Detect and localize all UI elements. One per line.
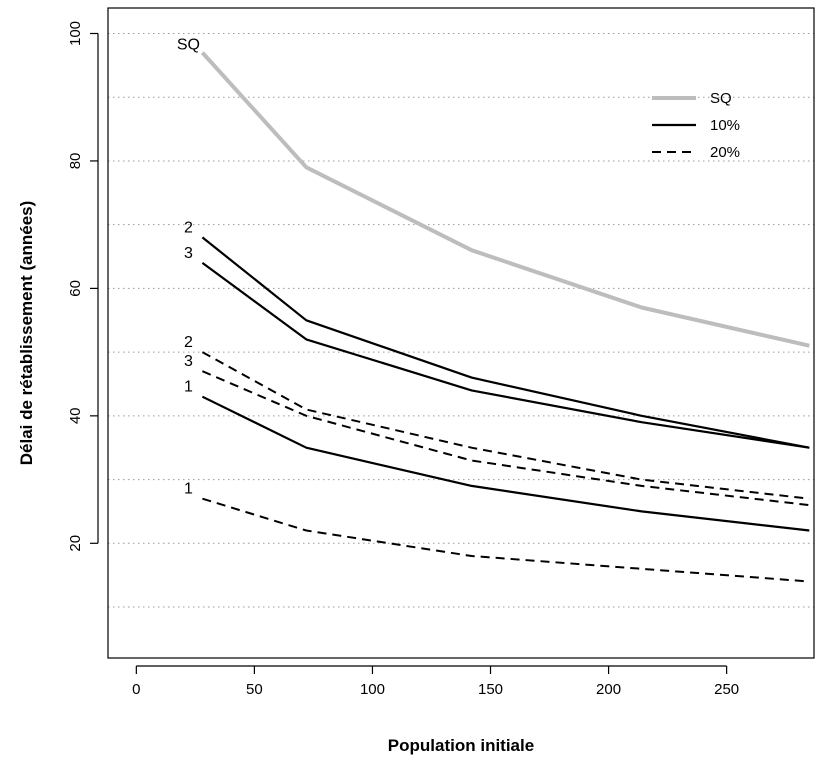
x-tick-label: 250	[714, 681, 739, 698]
x-axis: 0 50 100 150 200 250	[132, 665, 739, 698]
y-tick-label: 60	[67, 280, 84, 297]
grid-lines	[108, 32, 814, 608]
series-label-3: 1	[184, 379, 193, 396]
series-label-4: 2	[184, 334, 193, 351]
y-tick-label: 20	[67, 535, 84, 552]
series-line-6	[202, 497, 810, 583]
x-tick-label: 200	[596, 681, 621, 698]
x-axis-title: Population initiale	[388, 736, 534, 755]
y-axis-title: Délai de rétablissement (années)	[17, 201, 36, 466]
legend-label-2: 20%	[710, 144, 740, 161]
x-tick-label: 50	[246, 681, 263, 698]
y-tick-label: 80	[67, 153, 84, 170]
x-tick-label: 100	[360, 681, 385, 698]
series-label-0: SQ	[177, 37, 200, 54]
y-tick-label: 100	[67, 21, 84, 46]
series-lines	[200, 51, 810, 583]
series-line-1	[201, 236, 810, 449]
series-label-6: 1	[184, 481, 193, 498]
legend-label-1: 10%	[710, 117, 740, 134]
series-line-5	[202, 370, 810, 507]
series-line-0	[200, 51, 810, 348]
series-line-4	[201, 351, 810, 500]
x-tick-label: 0	[132, 681, 140, 698]
y-axis: 20 40 60 80 100	[67, 21, 99, 552]
legend: SQ 10% 20%	[652, 90, 740, 161]
series-line-3	[201, 395, 810, 532]
series-labels: SQ 2 3 1 2 3 1	[177, 37, 200, 498]
series-label-2: 3	[184, 245, 193, 262]
series-label-1: 2	[184, 219, 193, 236]
plot-frame	[107, 7, 815, 659]
legend-label-0: SQ	[710, 90, 732, 107]
y-tick-label: 40	[67, 407, 84, 424]
x-tick-label: 150	[478, 681, 503, 698]
series-line-2	[201, 262, 810, 449]
series-label-5: 3	[184, 353, 193, 370]
